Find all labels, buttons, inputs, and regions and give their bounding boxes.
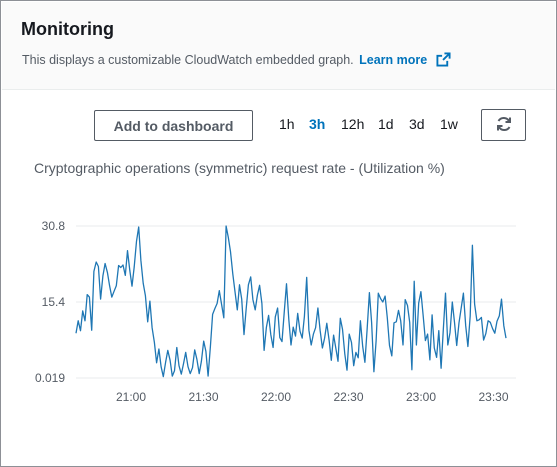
range-1h[interactable]: 1h (279, 116, 295, 132)
refresh-button[interactable] (481, 109, 526, 141)
range-1w[interactable]: 1w (440, 116, 458, 132)
external-link-icon (436, 52, 451, 70)
panel-title: Monitoring (21, 19, 114, 39)
learn-more-label: Learn more (359, 53, 428, 67)
learn-more-link[interactable]: Learn more (359, 52, 451, 70)
x-tick-label: 21:00 (116, 390, 146, 404)
y-tick-label: 15.4 (42, 295, 66, 309)
range-3d[interactable]: 3d (409, 116, 425, 132)
panel-description: This displays a customizable CloudWatch … (22, 52, 451, 70)
range-3h[interactable]: 3h (309, 116, 326, 132)
series-line (75, 225, 507, 378)
x-tick-label: 22:30 (333, 390, 363, 404)
range-12h[interactable]: 12h (341, 116, 365, 132)
chart-title: Cryptographic operations (symmetric) req… (34, 160, 445, 176)
line-chart: 0.019 15.4 30.8 21:00 21:30 22:00 22:30 23:00 23… (35, 219, 516, 404)
y-tick-label: 30.8 (42, 219, 66, 233)
x-tick-label: 22:00 (261, 390, 291, 404)
add-to-dashboard-button[interactable]: Add to dashboard (94, 110, 253, 141)
range-1d[interactable]: 1d (378, 116, 394, 132)
panel-header: Monitoring This displays a customizable … (2, 2, 555, 90)
y-tick-label: 0.019 (35, 371, 65, 385)
x-tick-label: 21:30 (188, 390, 218, 404)
description-text: This displays a customizable CloudWatch … (22, 53, 354, 67)
refresh-icon (495, 115, 513, 136)
x-tick-label: 23:00 (406, 390, 436, 404)
x-tick-label: 23:30 (478, 390, 508, 404)
